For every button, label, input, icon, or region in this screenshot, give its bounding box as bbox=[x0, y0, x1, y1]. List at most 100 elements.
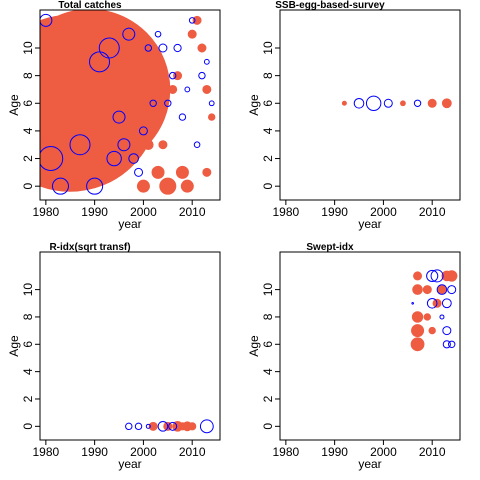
bubble bbox=[436, 284, 448, 295]
bubble bbox=[413, 271, 423, 281]
bubble bbox=[158, 140, 168, 150]
panel: 1980 1990 2000 2010 0 2 4 6 8 10 Total catches year… bbox=[7, 0, 221, 231]
x-tick-label: 1990 bbox=[81, 205, 108, 219]
x-tick-label: 2000 bbox=[370, 445, 397, 459]
plot-area bbox=[341, 95, 452, 111]
bubble bbox=[423, 313, 432, 321]
y-tick-label: 8 bbox=[21, 72, 35, 79]
bubble bbox=[134, 167, 144, 177]
bubble bbox=[188, 17, 196, 24]
y-axis-label: Age bbox=[247, 94, 261, 116]
bubble bbox=[106, 150, 122, 167]
y-tick-label: 2 bbox=[21, 395, 35, 402]
plot-frame bbox=[279, 9, 461, 201]
x-tick-label: 1990 bbox=[81, 445, 108, 459]
bubble bbox=[383, 98, 393, 108]
bubble bbox=[426, 269, 439, 283]
bubble bbox=[145, 423, 151, 429]
bubble bbox=[148, 421, 158, 431]
bubble bbox=[202, 84, 212, 94]
x-tick-label: 2010 bbox=[419, 205, 446, 219]
bubble bbox=[112, 110, 126, 124]
bubble bbox=[430, 269, 444, 283]
y-tick-label: 8 bbox=[21, 313, 35, 320]
plot-area bbox=[410, 269, 458, 352]
x-axis-label: year bbox=[118, 217, 141, 231]
x-tick-label: 1980 bbox=[273, 445, 300, 459]
bubble bbox=[107, 69, 121, 83]
bubble bbox=[203, 58, 210, 65]
y-tick-label: 10 bbox=[261, 41, 275, 55]
bubble bbox=[51, 177, 69, 195]
plot-frame bbox=[279, 251, 461, 441]
bubble bbox=[365, 95, 382, 111]
x-tick-label: 2000 bbox=[370, 205, 397, 219]
y-axis-label: Age bbox=[7, 94, 21, 116]
y-axis-label: Age bbox=[7, 335, 21, 357]
plot-frame bbox=[39, 9, 221, 201]
y-tick-label: 2 bbox=[21, 155, 35, 162]
y-tick-label: 4 bbox=[21, 127, 35, 134]
chart-title: R-idx(sqrt transf) bbox=[49, 242, 130, 253]
bubble bbox=[134, 71, 144, 81]
bubble bbox=[199, 419, 214, 434]
y-tick-label: 4 bbox=[261, 368, 275, 375]
bubble bbox=[412, 284, 423, 295]
y-tick-label: 8 bbox=[261, 72, 275, 79]
bubble bbox=[411, 311, 424, 323]
bubble bbox=[118, 111, 130, 123]
bubble bbox=[122, 27, 136, 41]
bubble bbox=[168, 421, 178, 431]
bubble bbox=[86, 177, 104, 195]
bubble bbox=[197, 43, 207, 53]
bubble bbox=[439, 314, 445, 320]
y-tick-label: 4 bbox=[261, 127, 275, 134]
bubble bbox=[144, 44, 152, 52]
bubble bbox=[441, 98, 452, 109]
bubble bbox=[151, 165, 165, 179]
bubble bbox=[411, 301, 414, 305]
bubble bbox=[422, 285, 432, 295]
bubble bbox=[411, 324, 425, 338]
bubble bbox=[173, 43, 182, 53]
bubble bbox=[98, 37, 120, 59]
x-axis-label: year bbox=[358, 217, 381, 231]
y-tick-label: 2 bbox=[261, 155, 275, 162]
bubble bbox=[142, 139, 154, 151]
y-tick-label: 0 bbox=[261, 183, 275, 190]
y-tick-label: 4 bbox=[21, 368, 35, 375]
y-tick-label: 6 bbox=[21, 100, 35, 107]
bubble bbox=[159, 177, 177, 195]
bubble bbox=[447, 285, 457, 295]
bubble bbox=[136, 179, 150, 193]
y-tick-label: 6 bbox=[21, 341, 35, 348]
bubble bbox=[184, 86, 191, 93]
y-tick-label: 10 bbox=[21, 41, 35, 55]
y-tick-label: 10 bbox=[261, 283, 275, 297]
bubble bbox=[157, 421, 169, 432]
bubble bbox=[202, 167, 212, 177]
bubble bbox=[410, 337, 425, 352]
bubble bbox=[178, 113, 187, 121]
chart-title: SSB-egg-based-survey bbox=[275, 0, 385, 11]
plot-area bbox=[125, 419, 214, 434]
bubble bbox=[437, 285, 447, 295]
bubble bbox=[134, 422, 143, 431]
bubble bbox=[208, 100, 215, 107]
bubble bbox=[427, 98, 437, 108]
bubble bbox=[175, 165, 189, 179]
x-tick-label: 1980 bbox=[33, 205, 60, 219]
bubble bbox=[117, 138, 131, 152]
y-axis-label: Age bbox=[247, 335, 261, 357]
bubble bbox=[341, 100, 347, 106]
plot-area bbox=[40, 10, 216, 195]
bubble bbox=[193, 141, 201, 149]
x-tick-label: 1990 bbox=[321, 205, 348, 219]
x-axis-label: year bbox=[358, 457, 381, 471]
bubble bbox=[353, 97, 365, 109]
bubble bbox=[128, 153, 139, 164]
panel: 1980 1990 2000 2010 0 2 4 6 8 10 R-idx(sqrt transf… bbox=[7, 242, 221, 471]
bubble bbox=[69, 134, 91, 156]
y-tick-label: 2 bbox=[261, 395, 275, 402]
bubble bbox=[180, 179, 194, 193]
